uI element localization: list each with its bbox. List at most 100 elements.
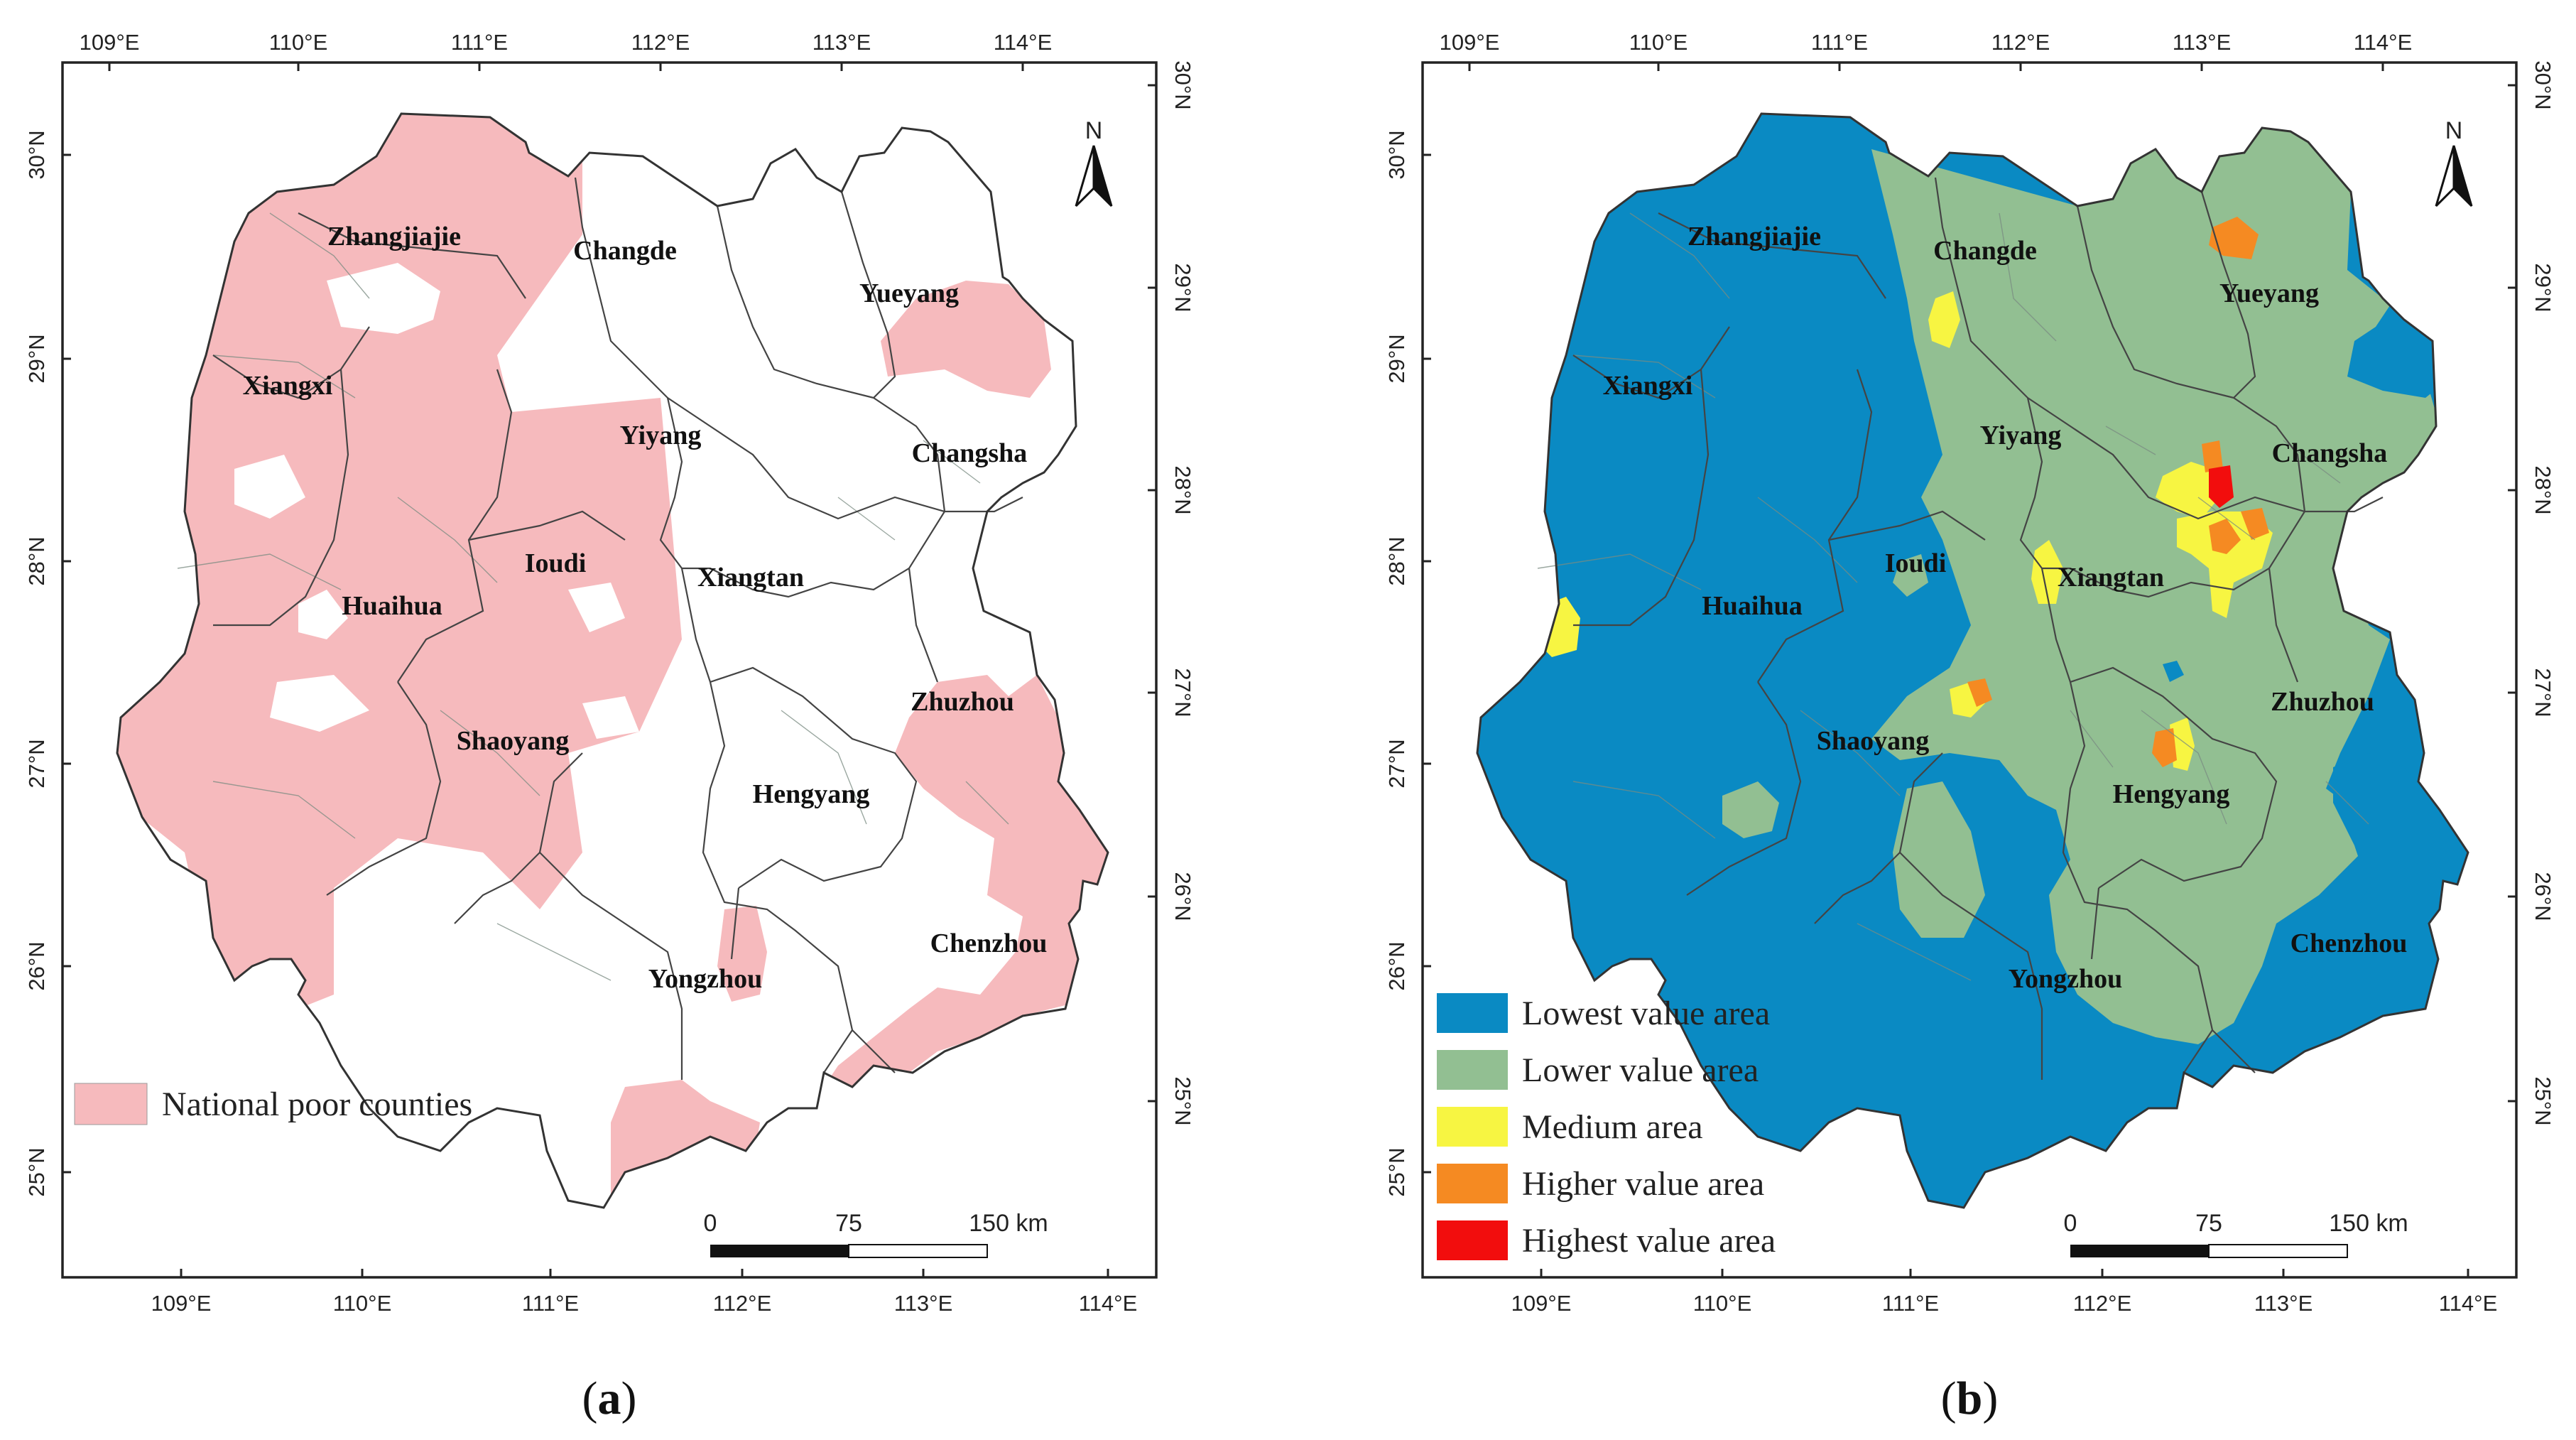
legend-swatch-higher: [1437, 1164, 1508, 1203]
city-label-changde: Changde: [573, 236, 677, 266]
lon-label: 111°E: [1811, 30, 1868, 55]
lat-label: 25°N: [1384, 1147, 1409, 1196]
lon-label: 114°E: [2354, 30, 2413, 55]
poor-area-zhuzhou-chenzhou: [824, 675, 1108, 1122]
lat-label: 28°N: [24, 536, 49, 585]
higher-value-area-changsha-north: [2202, 440, 2223, 472]
lon-label: 109°E: [1440, 30, 1500, 55]
lat-label: 29°N: [1384, 334, 1409, 383]
city-label-yueyang: Yueyang: [2219, 278, 2319, 308]
lowest-value-area-xiangtan-dot: [2163, 661, 2184, 682]
poor-county-areas: [117, 114, 1108, 1208]
legend-label: Lowest value area: [1522, 995, 1770, 1032]
north-label: N: [2445, 117, 2463, 144]
city-label-xiangxi: Xiangxi: [1603, 371, 1693, 401]
scale-bar-dark: [710, 1245, 849, 1257]
city-boundaries: [212, 177, 1023, 1080]
lat-label: 26°N: [1170, 872, 1195, 921]
scale-label-zero: 0: [2064, 1210, 2077, 1237]
lon-label: 112°E: [2073, 1291, 2132, 1316]
lon-label: 111°E: [522, 1291, 579, 1316]
lon-label: 110°E: [333, 1291, 392, 1316]
higher-value-area-zhuzhou: [2241, 508, 2269, 540]
lat-label: 28°N: [1384, 536, 1409, 585]
county-lines: [177, 212, 1009, 981]
panel-caption-b: (b): [1941, 1373, 1999, 1424]
lat-label: 25°N: [24, 1147, 49, 1196]
lat-label: 27°N: [1170, 668, 1195, 717]
panel-a-poor-counties-map: 109°E 110°E 111°E 112°E 113°E 114°E 109°…: [24, 30, 1195, 1424]
lat-label: 30°N: [1384, 130, 1409, 179]
panel-b-value-area-map: 109°E 110°E 111°E 112°E 113°E 114°E 109°…: [1384, 30, 2555, 1424]
city-label-shaoyang: Shaoyang: [1817, 726, 1929, 756]
lat-label: 27°N: [1384, 739, 1409, 788]
lon-label: 113°E: [813, 30, 871, 55]
bottom-longitude-labels: 109°E 110°E 111°E 112°E 113°E 114°E: [1511, 1291, 2498, 1316]
lat-label: 27°N: [2531, 668, 2555, 717]
poor-area-yongzhou: [717, 906, 767, 1002]
lat-label: 30°N: [2531, 60, 2555, 109]
lon-label: 110°E: [269, 30, 328, 55]
scale-bar-light: [848, 1244, 988, 1258]
non-poor-holes: [234, 263, 639, 739]
poor-area-yueyang: [881, 281, 1051, 398]
left-latitude-labels: 30°N 29°N 28°N 27°N 26°N 25°N: [24, 130, 49, 1196]
city-label-hengyang: Hengyang: [753, 779, 870, 809]
medium-area-changsha-north: [2156, 462, 2219, 519]
legend-label: National poor counties: [162, 1086, 472, 1123]
city-label-zhangjiajie: Zhangjiajie: [1688, 222, 1821, 251]
right-latitude-labels: 30°N 29°N 28°N 27°N 26°N 25°N: [2531, 60, 2555, 1125]
north-label: N: [1085, 117, 1103, 144]
city-labels: Zhangjiajie Changde Yueyang Xiangxi Yiya…: [243, 222, 1048, 994]
city-label-shaoyang: Shaoyang: [457, 726, 569, 756]
lon-label: 114°E: [994, 30, 1053, 55]
lat-label: 29°N: [24, 334, 49, 383]
city-label-hengyang: Hengyang: [2113, 779, 2230, 809]
city-label-huaihua: Huaihua: [342, 591, 442, 621]
scale-label-end: 150 km: [2329, 1210, 2408, 1237]
legend: National poor counties: [74, 1083, 472, 1125]
bottom-longitude-labels: 109°E 110°E 111°E 112°E 113°E 114°E: [151, 1291, 1138, 1316]
city-label-changde: Changde: [1933, 236, 2037, 266]
scale-bar-light: [2208, 1244, 2348, 1258]
north-arrow-right-icon: [1092, 145, 1113, 207]
lower-value-area-yongzhou: [1893, 781, 1985, 938]
graticule-ticks: [63, 63, 1156, 1277]
north-arrow: N: [1075, 117, 1113, 207]
legend-label: Highest value area: [1522, 1222, 1776, 1260]
scale-bar: 0 75 150 km: [704, 1210, 1048, 1258]
medium-area-ioudi: [2031, 540, 2063, 604]
lon-label: 112°E: [713, 1291, 772, 1316]
legend: Lowest value area Lower value area Mediu…: [1437, 993, 1776, 1260]
scale-bar-dark: [2070, 1245, 2209, 1257]
lon-label: 110°E: [1629, 30, 1688, 55]
lon-label: 109°E: [151, 1291, 212, 1316]
county-lines: [1537, 212, 2369, 981]
higher-value-area-yueyang: [2209, 217, 2259, 259]
lat-label: 28°N: [2531, 465, 2555, 514]
caption-letter: a: [598, 1373, 621, 1424]
lon-label: 112°E: [631, 30, 690, 55]
left-latitude-labels: 30°N 29°N 28°N 27°N 26°N 25°N: [1384, 130, 1409, 1196]
value-class-areas: [1534, 128, 2468, 1051]
lon-label: 110°E: [1693, 1291, 1752, 1316]
city-label-ioudi: Ioudi: [1885, 548, 1947, 578]
legend-label: Medium area: [1522, 1108, 1703, 1146]
top-longitude-labels: 109°E 110°E 111°E 112°E 113°E 114°E: [80, 30, 1053, 55]
panel-caption-a: (a): [582, 1373, 637, 1424]
legend-label: Higher value area: [1522, 1165, 1764, 1203]
city-labels: Zhangjiajie Changde Yueyang Xiangxi Yiya…: [1603, 222, 2408, 994]
city-label-zhangjiajie: Zhangjiajie: [327, 222, 461, 251]
city-label-xiangxi: Xiangxi: [243, 371, 333, 401]
top-longitude-labels: 109°E 110°E 111°E 112°E 113°E 114°E: [1440, 30, 2413, 55]
lon-label: 114°E: [2439, 1291, 2498, 1316]
poor-area-northwest: [117, 114, 682, 1009]
lat-label: 26°N: [2531, 872, 2555, 921]
city-label-xiangtan: Xiangtan: [2058, 563, 2164, 592]
lon-label: 113°E: [2173, 30, 2232, 55]
city-label-ioudi: Ioudi: [525, 548, 587, 578]
legend-swatch-poor-counties: [74, 1083, 148, 1125]
city-label-chenzhou: Chenzhou: [930, 929, 1048, 958]
city-label-changsha: Changsha: [912, 438, 1028, 468]
lon-label: 113°E: [2254, 1291, 2313, 1316]
